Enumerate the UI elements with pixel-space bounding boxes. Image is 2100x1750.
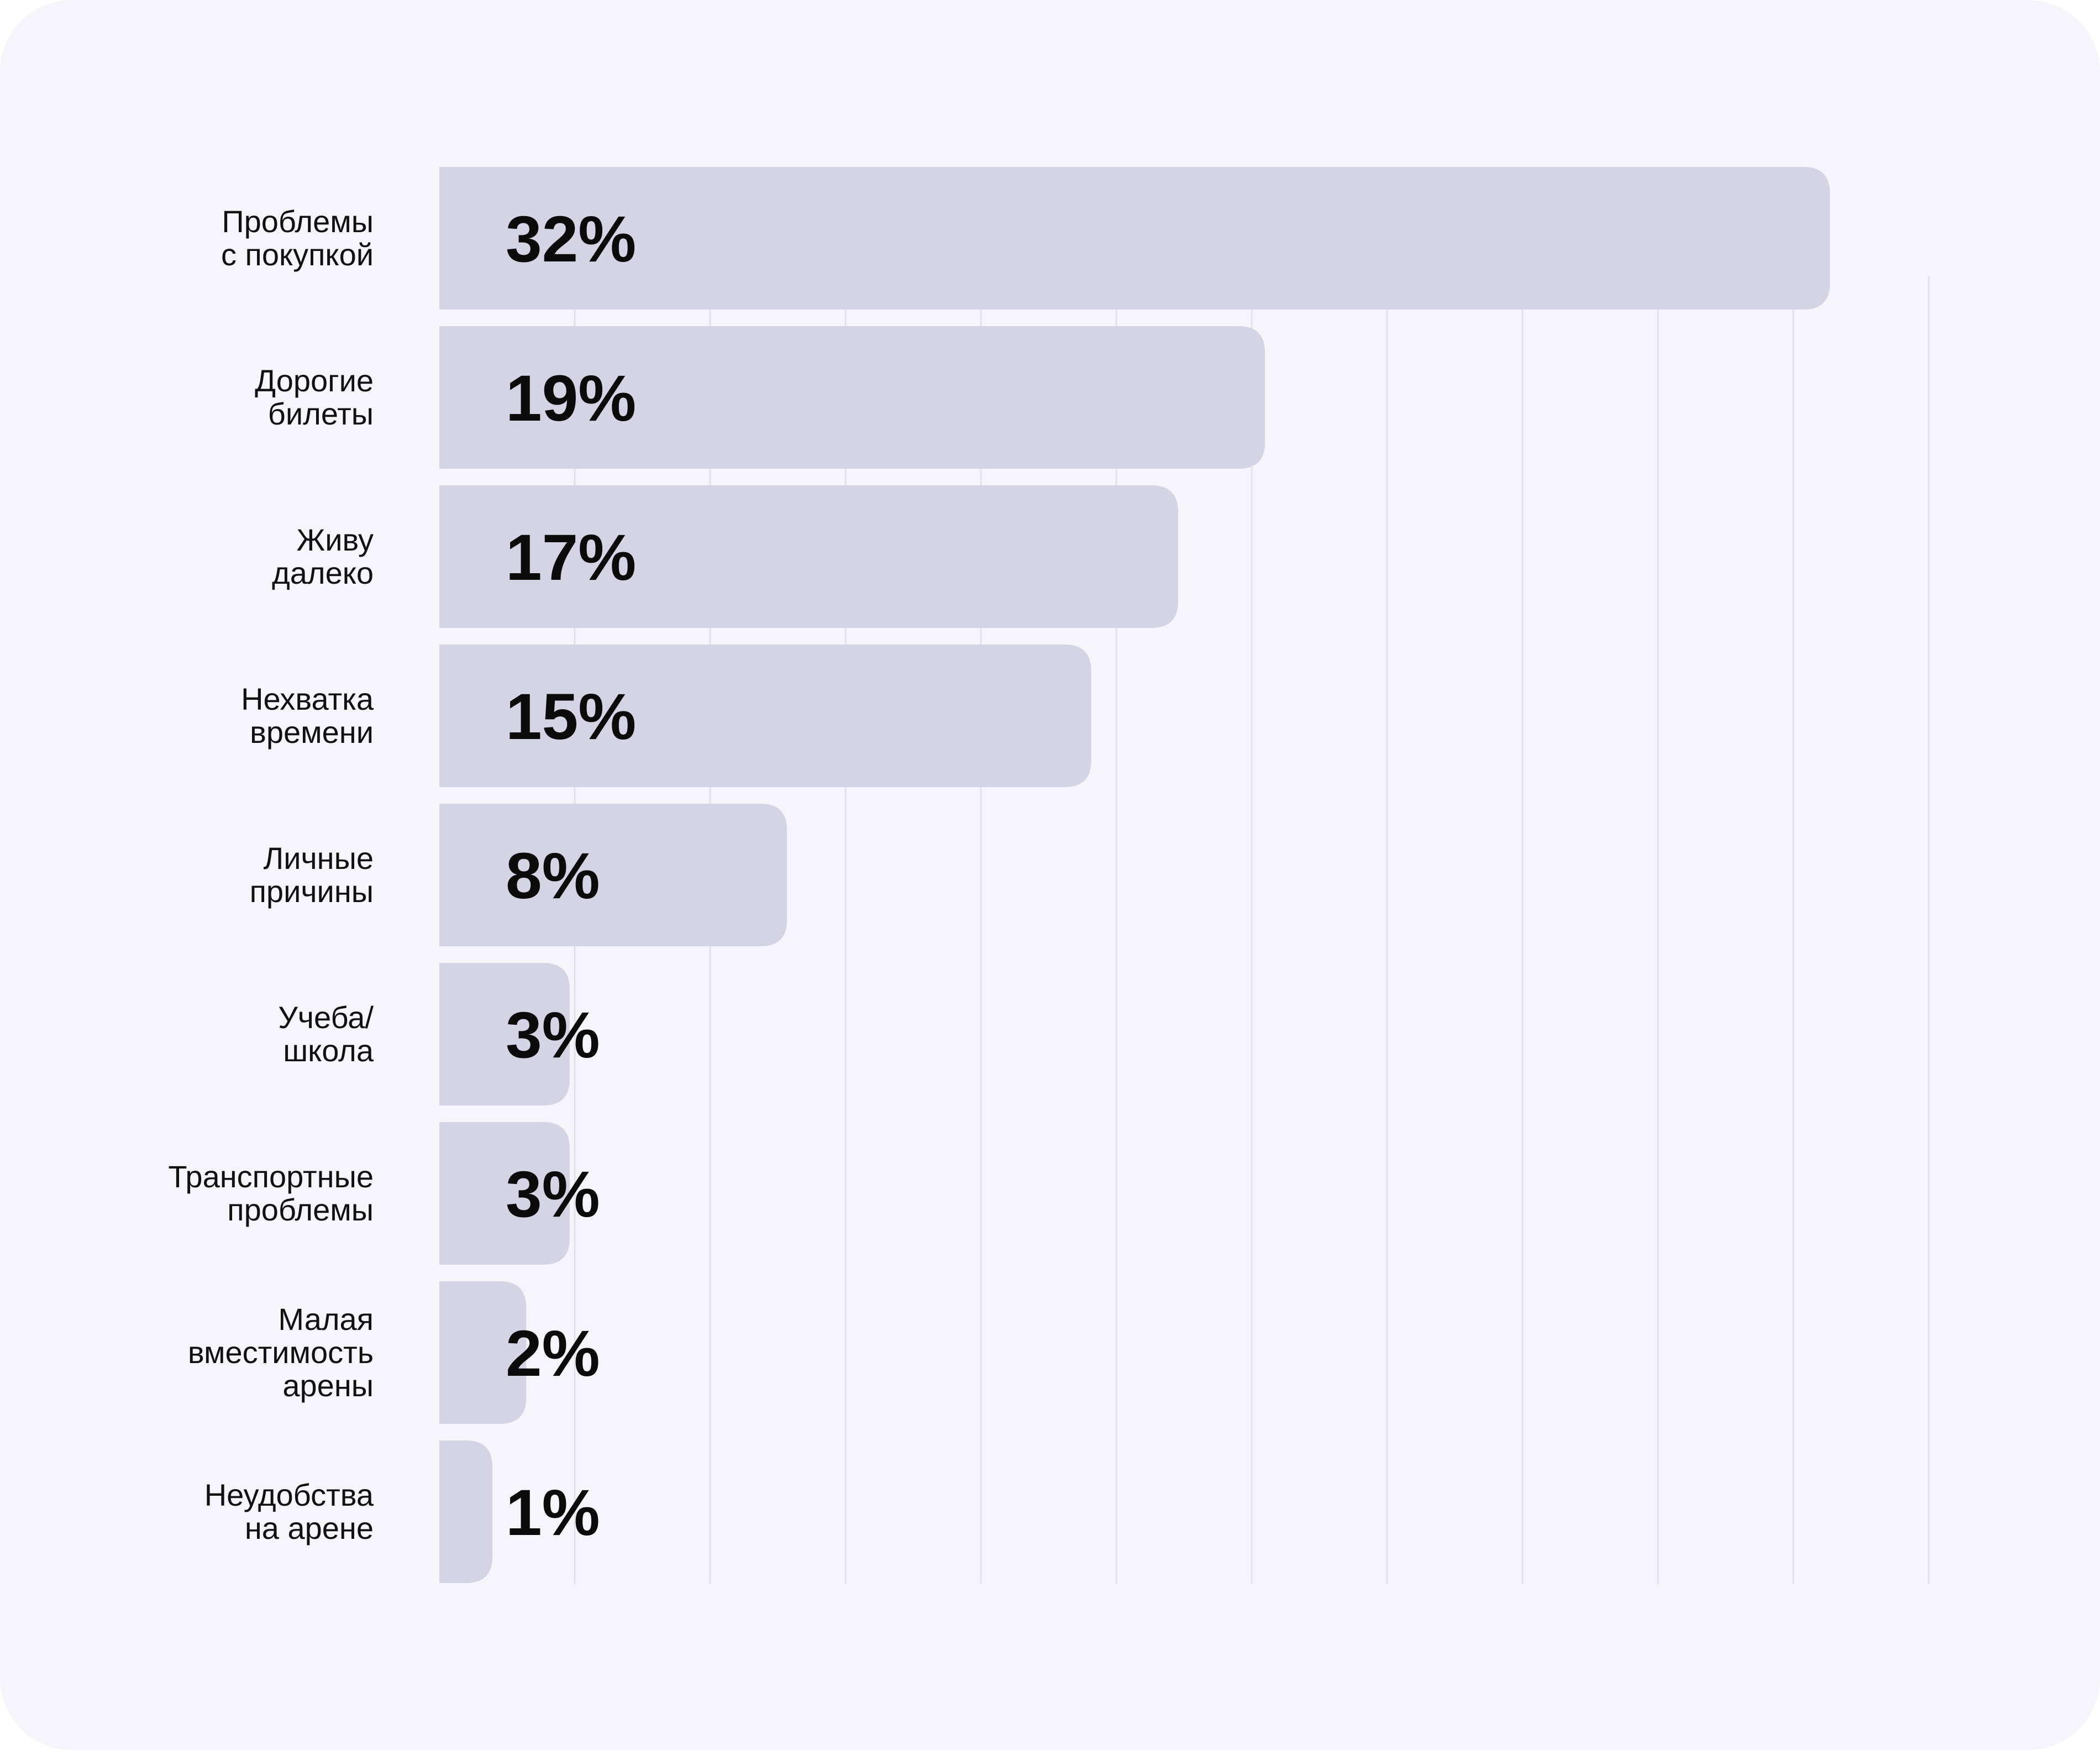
category-label: Учеба/школа bbox=[278, 1000, 374, 1068]
bar bbox=[439, 1281, 527, 1424]
value-label: 17% bbox=[506, 521, 636, 594]
category-label: Малая вместимость арены bbox=[188, 1302, 374, 1403]
bar bbox=[439, 485, 1178, 628]
bar bbox=[439, 326, 1266, 469]
bar bbox=[439, 804, 788, 946]
category-label: Дорогие билеты bbox=[255, 363, 374, 431]
value-label: 15% bbox=[506, 680, 636, 753]
category-label: Транспортные проблемы bbox=[168, 1159, 374, 1227]
bars bbox=[439, 167, 1830, 1583]
bar bbox=[439, 963, 570, 1105]
value-label: 8% bbox=[506, 840, 600, 913]
category-label: Личные причины bbox=[250, 841, 374, 909]
bar bbox=[439, 167, 1830, 310]
value-label: 1% bbox=[506, 1476, 600, 1549]
category-label: Нехватка времени bbox=[241, 682, 374, 750]
category-label: Проблемы с покупкой bbox=[221, 204, 374, 272]
value-label: 19% bbox=[506, 362, 636, 435]
value-labels: 32% 19% 17% 15% 8% 3% 3% 2% 1% bbox=[506, 203, 636, 1549]
value-label: 2% bbox=[506, 1317, 600, 1390]
category-labels: Проблемы с покупкой Дорогие билеты Живу далек… bbox=[168, 204, 374, 1545]
category-label: Живу далеко bbox=[272, 522, 374, 590]
category-label: Неудобства на арене bbox=[204, 1477, 374, 1545]
bar bbox=[439, 645, 1091, 787]
bar bbox=[439, 1440, 492, 1583]
value-label: 32% bbox=[506, 203, 636, 276]
bar bbox=[439, 1122, 570, 1265]
value-label: 3% bbox=[506, 1158, 600, 1231]
value-label: 3% bbox=[506, 999, 600, 1072]
